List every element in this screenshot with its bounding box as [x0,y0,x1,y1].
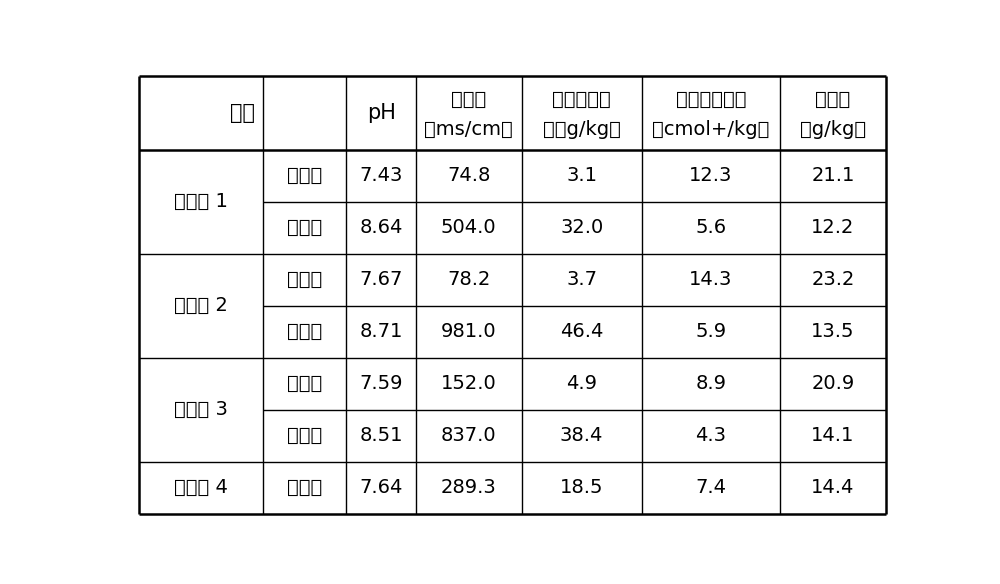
Text: pH: pH [367,103,396,123]
Text: 7.59: 7.59 [359,374,403,393]
Text: 8.9: 8.9 [695,374,726,393]
Text: 组别: 组别 [230,103,255,123]
Text: 量（g/kg）: 量（g/kg） [543,120,621,138]
Text: （g/kg）: （g/kg） [800,120,866,138]
Text: 实验组: 实验组 [287,478,323,497]
Text: 实验组: 实验组 [287,270,323,289]
Text: 实验组: 实验组 [287,166,323,185]
Text: 阳离子交换量: 阳离子交换量 [676,91,746,109]
Text: 对照组: 对照组 [287,426,323,445]
Text: 3.7: 3.7 [566,270,597,289]
Text: 14.4: 14.4 [811,478,855,497]
Text: 实施例 4: 实施例 4 [174,478,228,497]
Text: 21.1: 21.1 [811,166,855,185]
Text: 3.1: 3.1 [566,166,597,185]
Text: 实施例 2: 实施例 2 [174,296,228,315]
Text: 5.6: 5.6 [695,218,726,237]
Text: 981.0: 981.0 [441,322,497,341]
Text: 有机质: 有机质 [815,91,851,109]
Text: 水溶性盐总: 水溶性盐总 [552,91,611,109]
Text: 7.67: 7.67 [359,270,403,289]
Text: 12.2: 12.2 [811,218,855,237]
Text: 837.0: 837.0 [441,426,497,445]
Text: 12.3: 12.3 [689,166,732,185]
Text: 504.0: 504.0 [441,218,497,237]
Text: 8.51: 8.51 [359,426,403,445]
Text: 14.3: 14.3 [689,270,732,289]
Text: 实施例 1: 实施例 1 [174,192,228,211]
Text: 4.9: 4.9 [566,374,597,393]
Text: 实验组: 实验组 [287,374,323,393]
Text: 23.2: 23.2 [811,270,855,289]
Text: 7.43: 7.43 [359,166,403,185]
Text: 152.0: 152.0 [441,374,497,393]
Text: 18.5: 18.5 [560,478,603,497]
Text: 14.1: 14.1 [811,426,855,445]
Text: 电导率: 电导率 [451,91,486,109]
Text: 5.9: 5.9 [695,322,726,341]
Text: 8.71: 8.71 [359,322,403,341]
Text: （ms/cm）: （ms/cm） [424,120,513,138]
Text: 8.64: 8.64 [359,218,403,237]
Text: （cmol+/kg）: （cmol+/kg） [652,120,769,138]
Text: 38.4: 38.4 [560,426,603,445]
Text: 32.0: 32.0 [560,218,603,237]
Text: 78.2: 78.2 [447,270,490,289]
Text: 实施例 3: 实施例 3 [174,400,228,419]
Text: 13.5: 13.5 [811,322,855,341]
Text: 46.4: 46.4 [560,322,603,341]
Text: 对照组: 对照组 [287,218,323,237]
Text: 289.3: 289.3 [441,478,497,497]
Text: 20.9: 20.9 [811,374,855,393]
Text: 对照组: 对照组 [287,322,323,341]
Text: 74.8: 74.8 [447,166,490,185]
Text: 7.4: 7.4 [695,478,726,497]
Text: 4.3: 4.3 [695,426,726,445]
Text: 7.64: 7.64 [359,478,403,497]
